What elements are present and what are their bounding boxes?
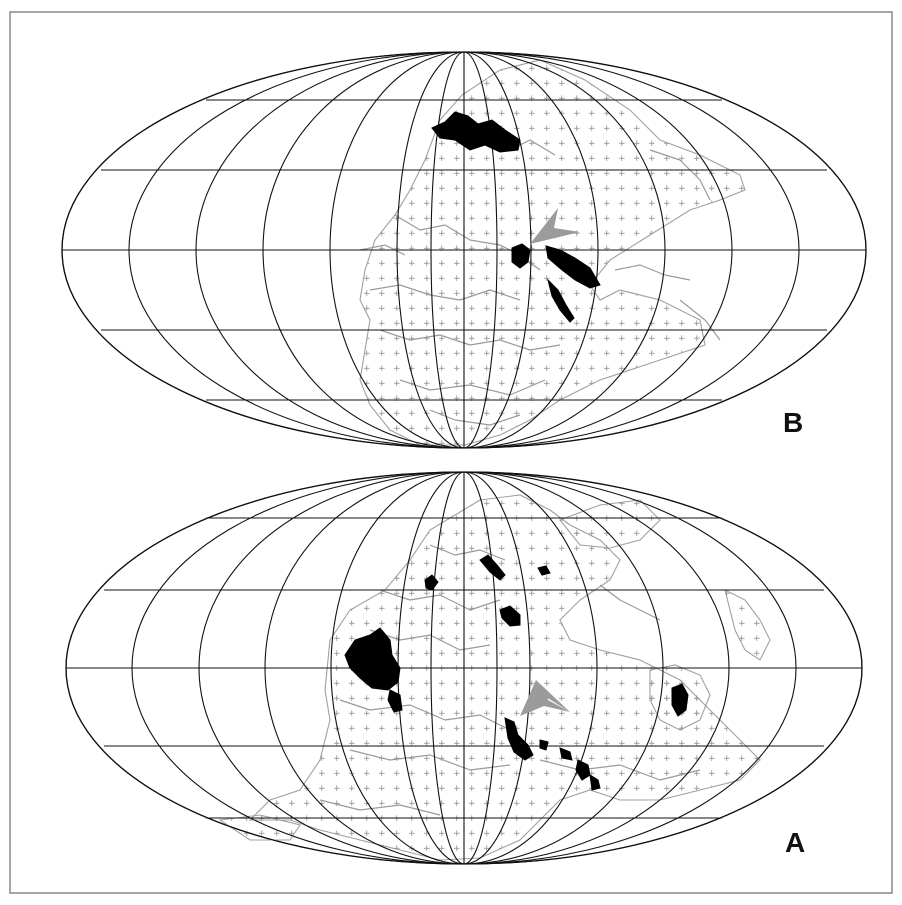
coastline (429, 544, 506, 561)
deposit-region (575, 759, 591, 781)
deposit-region (559, 747, 573, 761)
coastline (339, 699, 511, 731)
coastline (614, 264, 691, 281)
meridian-boundary (61, 51, 867, 449)
meridian-boundary (65, 471, 863, 865)
deposit-region (589, 774, 601, 791)
coastline (399, 379, 546, 396)
landmass (248, 494, 761, 861)
deposit-region (387, 689, 403, 713)
coastline (679, 299, 721, 341)
graticule-b (61, 51, 867, 449)
coastline (369, 629, 491, 651)
deposit-region (499, 605, 521, 627)
coastline (359, 244, 406, 256)
deposit-region (511, 243, 531, 269)
coastline (539, 759, 701, 781)
deposit-region (547, 278, 575, 323)
deposit-region (671, 683, 689, 717)
deposit-region (539, 739, 549, 751)
deposit-region (479, 554, 506, 581)
graticule-a (65, 471, 863, 865)
coastline (319, 799, 441, 816)
deposit-region (424, 574, 439, 591)
landmass (218, 814, 301, 841)
map-panel-b: B (61, 51, 867, 449)
deposit-region (537, 565, 551, 576)
gray-arrowhead-pointer-icon-body (520, 680, 570, 716)
gray-arrowhead-pointer-icon (536, 680, 570, 715)
coastline (379, 589, 501, 611)
panel-label: B (783, 407, 803, 438)
coastline (599, 584, 661, 621)
highlighted-deposits-a (344, 554, 689, 791)
deposit-region (545, 245, 601, 289)
deposit-region (344, 627, 401, 691)
highlighted-deposits-b (431, 111, 601, 323)
deposit-region (504, 717, 534, 761)
deposit-region (431, 111, 521, 153)
panel-label: A (785, 827, 805, 858)
map-panel-a: A (65, 471, 863, 865)
landmass (724, 588, 771, 661)
coastline (429, 409, 521, 426)
coastline (379, 329, 561, 351)
figure-frame (9, 11, 893, 894)
coastline (349, 749, 511, 771)
coastline (369, 284, 521, 301)
gray-arrowhead-pointer-icon (530, 208, 580, 244)
